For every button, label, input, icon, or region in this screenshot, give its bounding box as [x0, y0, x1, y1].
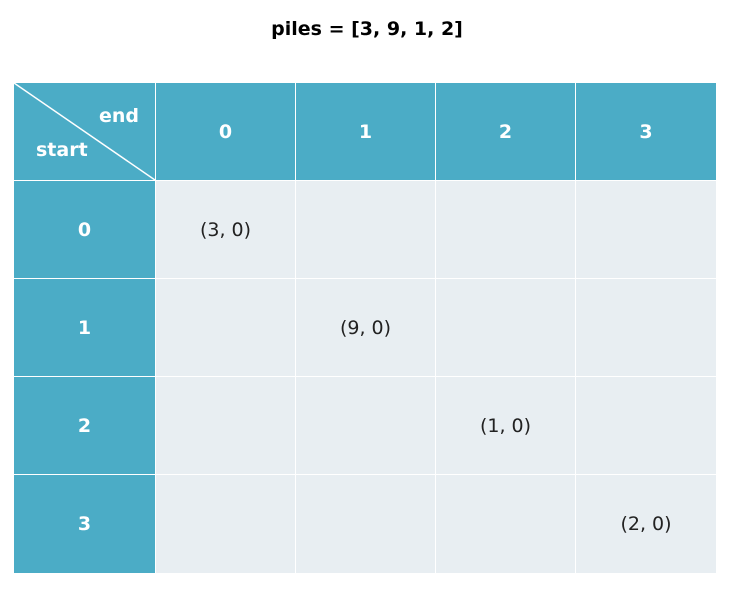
- table-cell-1-3: [576, 279, 716, 376]
- column-header-2: 2: [436, 83, 575, 180]
- corner-header-cell: end start: [14, 83, 155, 180]
- table-cell-2-0: [156, 377, 295, 474]
- row-header-3: 3: [14, 475, 155, 573]
- row-header-1: 1: [14, 279, 155, 376]
- table-cell-2-3: [576, 377, 716, 474]
- column-header-0: 0: [156, 83, 295, 180]
- table-cell-3-1: [296, 475, 435, 573]
- table-cell-2-2: (1, 0): [436, 377, 575, 474]
- table-cell-1-0: [156, 279, 295, 376]
- row-axis-label: start: [36, 139, 88, 161]
- row-header-0: 0: [14, 181, 155, 278]
- column-header-3: 3: [576, 83, 716, 180]
- table-cell-1-2: [436, 279, 575, 376]
- table-cell-3-0: [156, 475, 295, 573]
- column-axis-label: end: [98, 105, 139, 127]
- row-header-2: 2: [14, 377, 155, 474]
- table-cell-3-3: (2, 0): [576, 475, 716, 573]
- table-cell-3-2: [436, 475, 575, 573]
- column-header-1: 1: [296, 83, 435, 180]
- table-cell-0-2: [436, 181, 575, 278]
- table-cell-0-0: (3, 0): [156, 181, 295, 278]
- dp-table: end start 0 1 2 3 0 (3, 0) 1 (9, 0) 2 (1…: [14, 83, 716, 573]
- table-cell-2-1: [296, 377, 435, 474]
- table-cell-0-1: [296, 181, 435, 278]
- table-cell-1-1: (9, 0): [296, 279, 435, 376]
- table-cell-0-3: [576, 181, 716, 278]
- diagram-title: piles = [3, 9, 1, 2]: [271, 18, 463, 40]
- corner-diagonal-line: [14, 83, 155, 180]
